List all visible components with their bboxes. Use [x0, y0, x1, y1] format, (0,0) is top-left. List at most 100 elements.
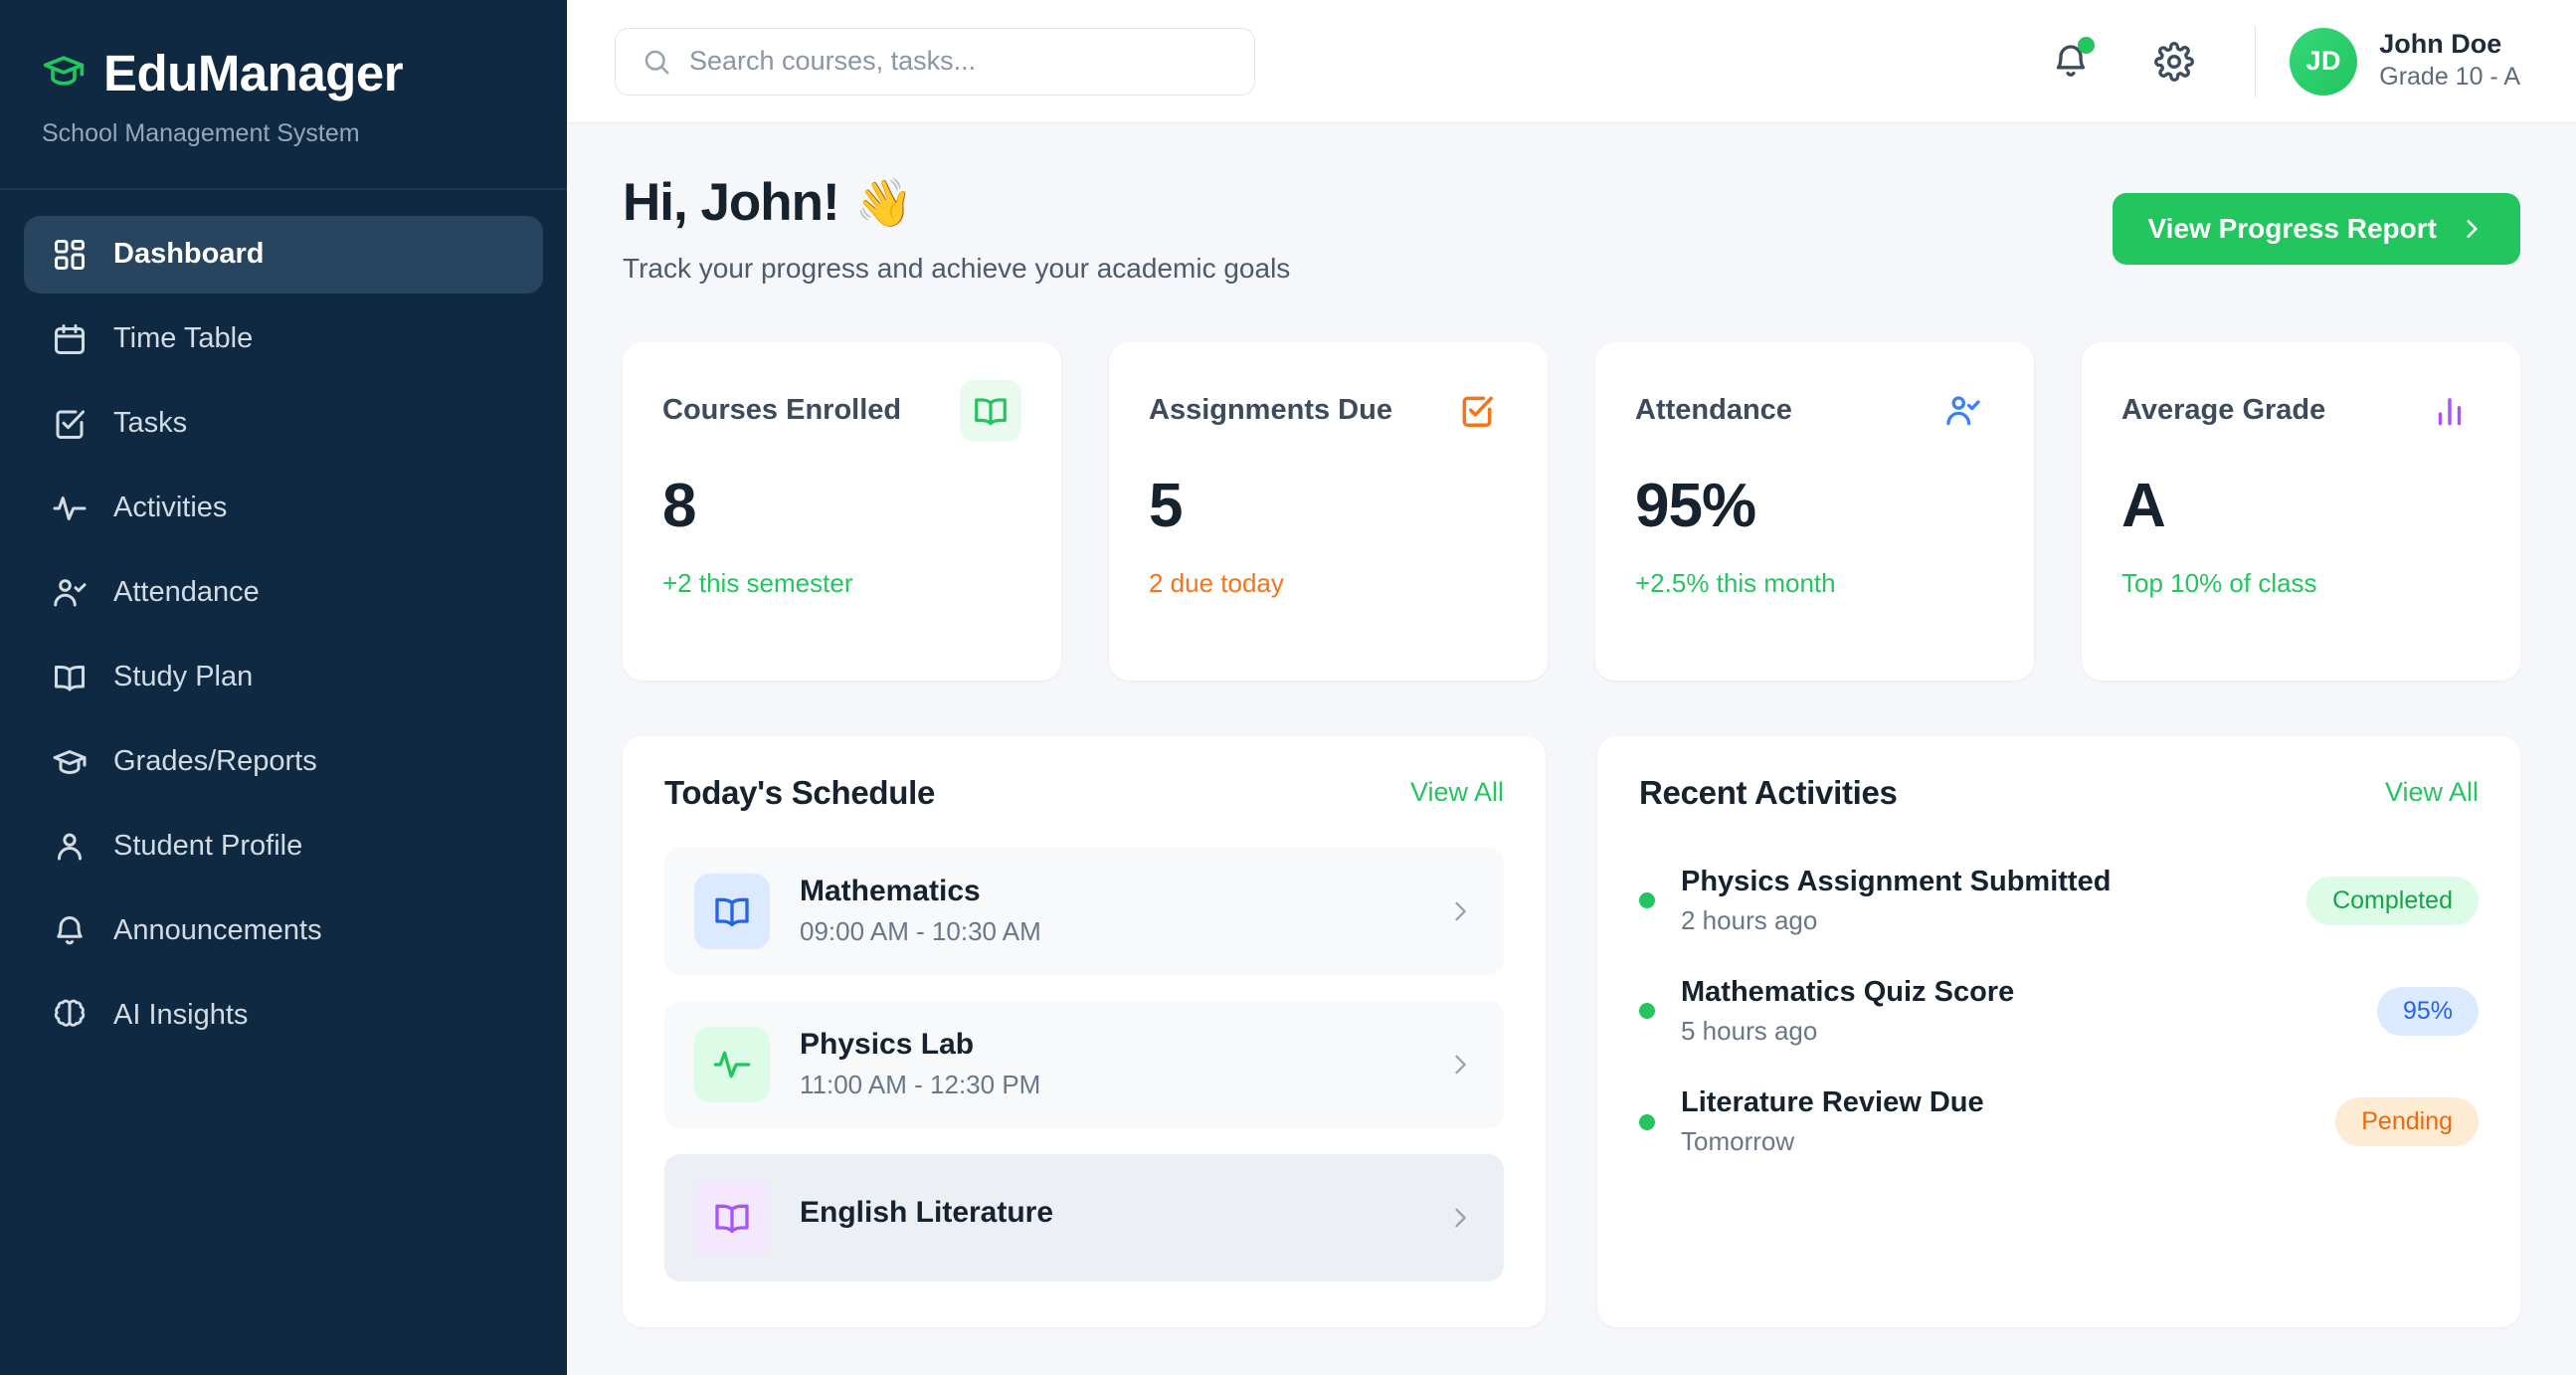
- stat-card-attendance[interactable]: Attendance 95% +2.5% this month: [1595, 341, 2034, 681]
- sidebar-item-label: Attendance: [113, 576, 260, 608]
- book-open-icon: [694, 873, 770, 949]
- notifications-button[interactable]: [2040, 31, 2102, 93]
- sidebar-item-grades-reports[interactable]: Grades/Reports: [24, 723, 543, 801]
- settings-button[interactable]: [2143, 31, 2205, 93]
- chevron-right-icon: [1446, 1051, 1474, 1079]
- activity-item[interactable]: Mathematics Quiz Score 5 hours ago 95%: [1639, 958, 2479, 1069]
- brand-row[interactable]: EduManager: [42, 48, 525, 98]
- sidebar-item-student-profile[interactable]: Student Profile: [24, 808, 543, 885]
- graduation-cap-icon: [52, 744, 88, 780]
- topbar-right: JD John Doe Grade 10 - A: [2040, 25, 2520, 98]
- panel-head: Today's Schedule View All: [664, 774, 1504, 812]
- stat-cards: Courses Enrolled 8 +2 this semester Assi…: [623, 341, 2520, 681]
- status-badge: Completed: [2306, 876, 2479, 925]
- sidebar: EduManager School Management System Dash…: [0, 0, 567, 1375]
- stat-label: Average Grade: [2121, 393, 2326, 426]
- sidebar-item-label: Grades/Reports: [113, 745, 317, 777]
- sidebar-item-time-table[interactable]: Time Table: [24, 300, 543, 378]
- sidebar-item-tasks[interactable]: Tasks: [24, 385, 543, 463]
- topbar: JD John Doe Grade 10 - A: [567, 0, 2576, 123]
- sidebar-item-ai-insights[interactable]: AI Insights: [24, 977, 543, 1055]
- bar-chart-icon: [2419, 380, 2481, 442]
- stat-label: Assignments Due: [1149, 393, 1392, 426]
- stat-delta: 2 due today: [1149, 567, 1284, 598]
- status-badge: Pending: [2335, 1097, 2479, 1147]
- avatar: JD: [2290, 27, 2358, 96]
- activity-item-text: Mathematics Quiz Score 5 hours ago: [1681, 976, 2351, 1047]
- cta-label: View Progress Report: [2147, 213, 2437, 244]
- activity-title: Literature Review Due: [1681, 1086, 1984, 1119]
- grid-dashboard-icon: [52, 237, 88, 273]
- brand-name: EduManager: [103, 45, 404, 101]
- brand-tagline: School Management System: [42, 119, 360, 147]
- activity-time: 2 hours ago: [1681, 904, 1818, 935]
- search-input[interactable]: [689, 46, 1228, 77]
- activity-item[interactable]: Physics Assignment Submitted 2 hours ago…: [1639, 848, 2479, 958]
- panels-row: Today's Schedule View All Mathematics 09…: [623, 735, 2520, 1327]
- stat-card-courses-enrolled[interactable]: Courses Enrolled 8 +2 this semester: [623, 341, 1061, 681]
- schedule-item-time: 09:00 AM - 10:30 AM: [800, 915, 1041, 946]
- sidebar-item-activities[interactable]: Activities: [24, 470, 543, 547]
- stat-card-assignments-due[interactable]: Assignments Due 5 2 due today: [1109, 341, 1548, 681]
- search-box[interactable]: [615, 27, 1255, 96]
- stat-delta: +2 this semester: [662, 567, 853, 598]
- chevron-right-icon: [2459, 216, 2484, 242]
- greeting-block: Hi, John! 👋 Track your progress and achi…: [623, 175, 1290, 285]
- sidebar-nav: Dashboard Time Table Tasks: [0, 190, 567, 1055]
- status-badge: 95%: [2376, 986, 2479, 1036]
- schedule-item[interactable]: Physics Lab 11:00 AM - 12:30 PM: [664, 1000, 1504, 1128]
- activity-time: Tomorrow: [1681, 1126, 1795, 1157]
- panel-head: Recent Activities View All: [1639, 774, 2479, 812]
- main-area: JD John Doe Grade 10 - A Hi, John! 👋 Tra: [567, 0, 2576, 1375]
- status-dot-icon: [1639, 1113, 1655, 1130]
- sidebar-item-label: Student Profile: [113, 830, 303, 862]
- stat-card-average-grade[interactable]: Average Grade A Top 10% of class: [2082, 341, 2520, 681]
- user-icon: [52, 829, 88, 865]
- greeting-text: Hi, John!: [623, 173, 840, 232]
- check-square-edit-icon: [1446, 380, 1508, 442]
- sidebar-item-study-plan[interactable]: Study Plan: [24, 639, 543, 716]
- stat-head: Assignments Due: [1149, 380, 1508, 442]
- user-name: John Doe: [2379, 29, 2502, 60]
- status-dot-icon: [1639, 892, 1655, 909]
- calendar-icon: [52, 321, 88, 357]
- view-progress-report-button[interactable]: View Progress Report: [2112, 193, 2520, 265]
- schedule-item-text: Mathematics 09:00 AM - 10:30 AM: [800, 875, 1416, 946]
- user-menu[interactable]: JD John Doe Grade 10 - A: [2290, 27, 2520, 96]
- stat-head: Courses Enrolled: [662, 379, 1021, 442]
- user-check-icon: [52, 575, 88, 611]
- stat-value: A: [2121, 471, 2166, 540]
- chevron-right-icon: [1446, 897, 1474, 925]
- brand-block: EduManager School Management System: [0, 0, 567, 190]
- book-open-icon: [52, 660, 88, 695]
- activity-item[interactable]: Literature Review Due Tomorrow Pending: [1639, 1069, 2479, 1179]
- stat-head: Attendance: [1635, 380, 1994, 442]
- stat-value: 8: [662, 471, 696, 540]
- graduation-cap-icon: [42, 49, 86, 98]
- stat-value: 5: [1149, 471, 1183, 540]
- user-check-icon: [1932, 380, 1994, 442]
- activities-view-all-link[interactable]: View All: [2384, 777, 2479, 808]
- sidebar-item-dashboard[interactable]: Dashboard: [24, 215, 543, 294]
- stat-label: Attendance: [1635, 393, 1792, 426]
- schedule-item[interactable]: English Literature: [664, 1153, 1504, 1281]
- activity-item-text: Literature Review Due Tomorrow: [1681, 1086, 2309, 1157]
- panel-title: Today's Schedule: [664, 773, 936, 811]
- sidebar-item-attendance[interactable]: Attendance: [24, 554, 543, 632]
- greeting-row: Hi, John! 👋 Track your progress and achi…: [623, 175, 2520, 285]
- panel-title: Recent Activities: [1639, 773, 1898, 811]
- sidebar-item-label: Dashboard: [113, 238, 265, 270]
- sidebar-item-announcements[interactable]: Announcements: [24, 892, 543, 970]
- topbar-divider: [2255, 25, 2257, 98]
- schedule-item-name: Physics Lab: [800, 1028, 975, 1062]
- todays-schedule-panel: Today's Schedule View All Mathematics 09…: [623, 735, 1546, 1327]
- content-area: Hi, John! 👋 Track your progress and achi…: [567, 123, 2576, 1375]
- activity-time: 5 hours ago: [1681, 1016, 1818, 1047]
- bell-icon: [52, 913, 88, 949]
- schedule-item-text: English Literature: [800, 1196, 1416, 1239]
- schedule-item[interactable]: Mathematics 09:00 AM - 10:30 AM: [664, 847, 1504, 975]
- greeting-subtitle: Track your progress and achieve your aca…: [623, 252, 1291, 284]
- schedule-view-all-link[interactable]: View All: [1409, 777, 1504, 808]
- book-open-icon: [960, 379, 1021, 442]
